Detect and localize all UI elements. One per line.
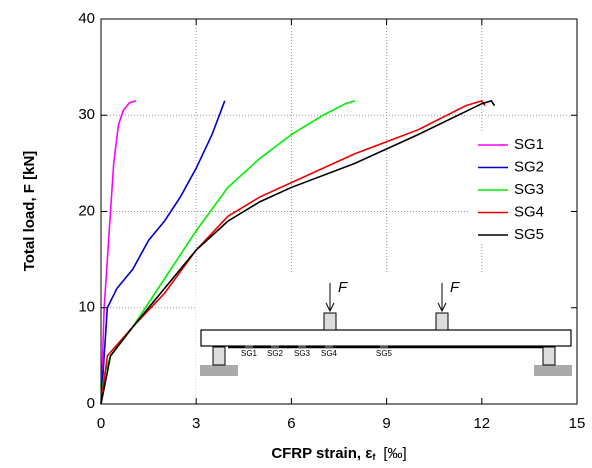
gauge-label: SG1 <box>241 349 258 358</box>
inset-diagram <box>200 283 572 376</box>
gauge-label: SG4 <box>321 349 338 358</box>
gauge-label: SG5 <box>376 349 393 358</box>
load-arrow-head <box>325 302 335 313</box>
gauge-label: SG2 <box>267 349 284 358</box>
x-tick-label: 15 <box>569 415 586 432</box>
series-group <box>100 99 496 405</box>
y-tick-label: 0 <box>87 395 95 412</box>
legend-background <box>470 132 575 244</box>
series-line <box>100 100 226 405</box>
y-tick-label: 30 <box>78 106 95 123</box>
axes: 0 3 6 9 12 15 0 10 20 30 40 <box>78 10 585 432</box>
legend-label: SG2 <box>514 158 544 175</box>
x-tick-label: 6 <box>287 415 295 432</box>
x-tick-label: 0 <box>97 415 105 432</box>
gauge-labels: SG1 SG2 SG3 SG4 SG5 <box>241 345 393 358</box>
legend-label: SG1 <box>514 136 544 153</box>
x-axis-label-unit: [‰] <box>383 445 406 462</box>
y-tick-label: 40 <box>78 10 95 27</box>
x-tick-label: 9 <box>382 415 390 432</box>
load-label: F <box>450 279 460 296</box>
support <box>542 346 556 366</box>
gauge-label: SG3 <box>294 349 311 358</box>
y-tick-label: 20 <box>78 202 95 219</box>
legend-label: SG4 <box>514 203 544 220</box>
legend-label: SG3 <box>514 181 544 198</box>
load-arrow-head <box>437 302 447 313</box>
support-base <box>200 365 238 376</box>
inset-background <box>196 272 576 402</box>
legend: SG1 SG2 SG3 SG4 SG5 <box>478 136 544 243</box>
support-base <box>534 365 572 376</box>
y-tick-label: 10 <box>78 299 95 316</box>
support <box>212 346 226 366</box>
load-block <box>323 312 337 331</box>
x-tick-label: 3 <box>192 415 200 432</box>
x-axis-label-main: CFRP strain, ε <box>271 445 372 462</box>
plot-frame <box>100 18 578 405</box>
load-block <box>435 312 449 331</box>
legend-label: SG5 <box>514 226 544 243</box>
x-tick-label: 12 <box>473 415 490 432</box>
series-line <box>100 99 496 405</box>
load-label: F <box>338 279 348 296</box>
y-axis-label: Total load, F [kN] <box>21 151 38 272</box>
series-line <box>100 100 137 405</box>
x-axis-label-sub: f <box>372 452 376 462</box>
x-axis-label: CFRP strain, εf [‰] <box>271 445 406 462</box>
